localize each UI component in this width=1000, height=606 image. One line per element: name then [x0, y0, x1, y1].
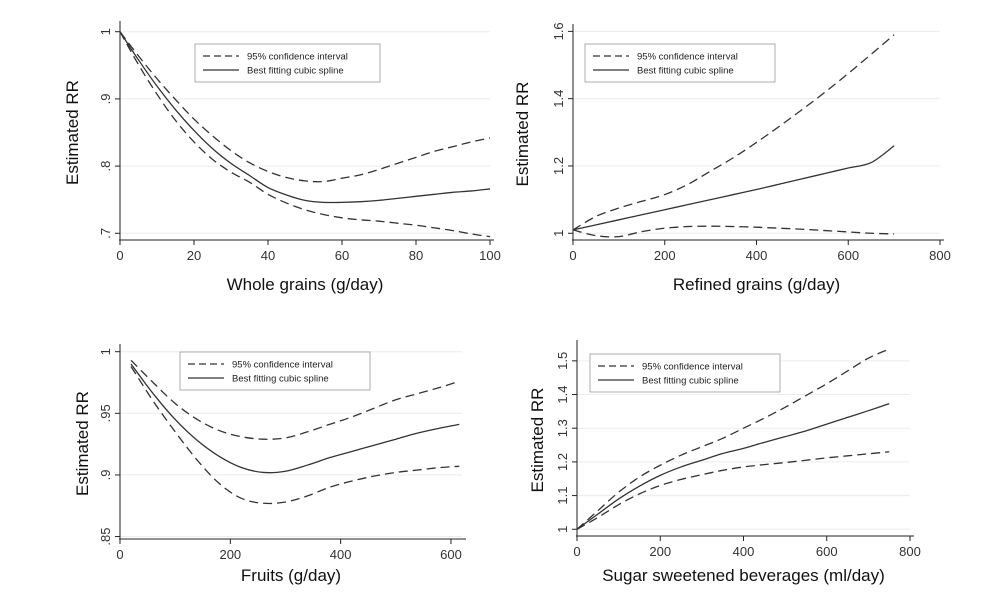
y-tick-label: 1.2 [551, 157, 566, 175]
panel-sugar-sweetened-beverages: 1 1.1 1.2 1.3 1.4 1.5 0 200 400 600 800 Sugar sweet… [528, 340, 921, 585]
ci-line [119, 31, 491, 183]
y-tick-label: 1.4 [555, 385, 570, 403]
spline-line [576, 403, 890, 530]
x-tick-label: 400 [330, 547, 352, 562]
y-tick-label: 1.6 [551, 22, 566, 40]
x-axis-title: Sugar sweetened beverages (ml/day) [602, 566, 885, 585]
panel-fruits: .85 .9 .95 1 0 200 400 600 Fruits (g/day) Estimat… [73, 344, 466, 585]
ci-line [572, 225, 895, 238]
x-tick-label: 100 [479, 248, 501, 263]
spline-line [130, 363, 460, 474]
x-tick-label: 80 [409, 248, 423, 263]
x-tick-label: 600 [816, 544, 838, 559]
x-tick-label: 60 [335, 248, 349, 263]
y-axis-title: Estimated RR [528, 388, 547, 493]
x-axis-title: Refined grains (g/day) [673, 275, 840, 294]
x-tick-label: 600 [440, 547, 462, 562]
legend-label: 95% confidence interval [637, 52, 738, 63]
ci-line [576, 348, 890, 530]
legend-box [589, 353, 781, 393]
y-axis-title: Estimated RR [73, 391, 92, 496]
y-tick-label: 1.4 [551, 90, 566, 108]
y-tick-label: .95 [98, 404, 113, 422]
x-tick-label: 400 [733, 544, 755, 559]
y-tick-label: 1 [551, 230, 566, 237]
legend-box [194, 43, 381, 83]
legend-box [179, 351, 371, 391]
x-axis-title: Fruits (g/day) [241, 566, 341, 585]
legend-label: Best fitting cubic spline [232, 374, 329, 385]
legend-label: 95% confidence interval [642, 362, 743, 373]
x-tick-label: 40 [261, 248, 275, 263]
y-tick-label: .85 [98, 527, 113, 545]
y-tick-label: 1 [98, 28, 113, 35]
legend-label: 95% confidence interval [247, 52, 348, 63]
y-axis-title: Estimated RR [513, 82, 532, 187]
y-tick-label: 1 [98, 348, 113, 355]
ci-line [576, 451, 890, 530]
x-tick-label: 0 [573, 544, 580, 559]
legend: 95% confidence interval Best fitting cubi… [589, 353, 781, 393]
x-tick-label: 200 [649, 544, 671, 559]
y-tick-label: 1.3 [555, 419, 570, 437]
ci-line [572, 34, 895, 231]
x-tick-label: 0 [116, 547, 123, 562]
legend-box [584, 43, 776, 83]
panel-refined-grains: 1 1.2 1.4 1.6 0 200 400 600 800 Refined grains (g… [513, 22, 951, 294]
legend-label: Best fitting cubic spline [637, 66, 734, 77]
x-tick-label: 200 [654, 248, 676, 263]
ci-line [119, 31, 491, 238]
panel-whole-grains: .7 .8 .9 1 0 20 40 60 80 100 Whole grains (g/day) E… [63, 21, 501, 294]
y-tick-label: 1.5 [555, 352, 570, 370]
y-tick-label: 1 [555, 526, 570, 533]
x-tick-label: 400 [746, 248, 768, 263]
x-axis-title: Whole grains (g/day) [227, 275, 384, 294]
legend-label: 95% confidence interval [232, 360, 333, 371]
x-tick-label: 800 [929, 248, 951, 263]
x-tick-label: 20 [187, 248, 201, 263]
y-tick-label: .9 [98, 470, 113, 481]
legend: 95% confidence interval Best fitting cubi… [179, 351, 371, 391]
y-axis-title: Estimated RR [63, 80, 82, 185]
y-tick-label: .9 [98, 93, 113, 104]
spline-line [572, 145, 895, 231]
spline-line [119, 31, 491, 204]
x-tick-label: 200 [219, 547, 241, 562]
legend: 95% confidence interval Best fitting cubi… [584, 43, 776, 83]
y-tick-label: 1.1 [555, 487, 570, 505]
y-tick-label: 1.2 [555, 453, 570, 471]
legend: 95% confidence interval Best fitting cubi… [194, 43, 381, 83]
y-tick-label: .8 [98, 161, 113, 172]
x-tick-label: 800 [899, 544, 921, 559]
x-tick-label: 0 [116, 248, 123, 263]
legend-label: Best fitting cubic spline [642, 376, 739, 387]
ci-line [130, 359, 460, 440]
y-tick-label: .7 [98, 228, 113, 239]
ci-line [130, 366, 460, 505]
x-tick-label: 0 [569, 248, 576, 263]
legend-label: Best fitting cubic spline [247, 66, 344, 77]
x-tick-label: 600 [837, 248, 859, 263]
